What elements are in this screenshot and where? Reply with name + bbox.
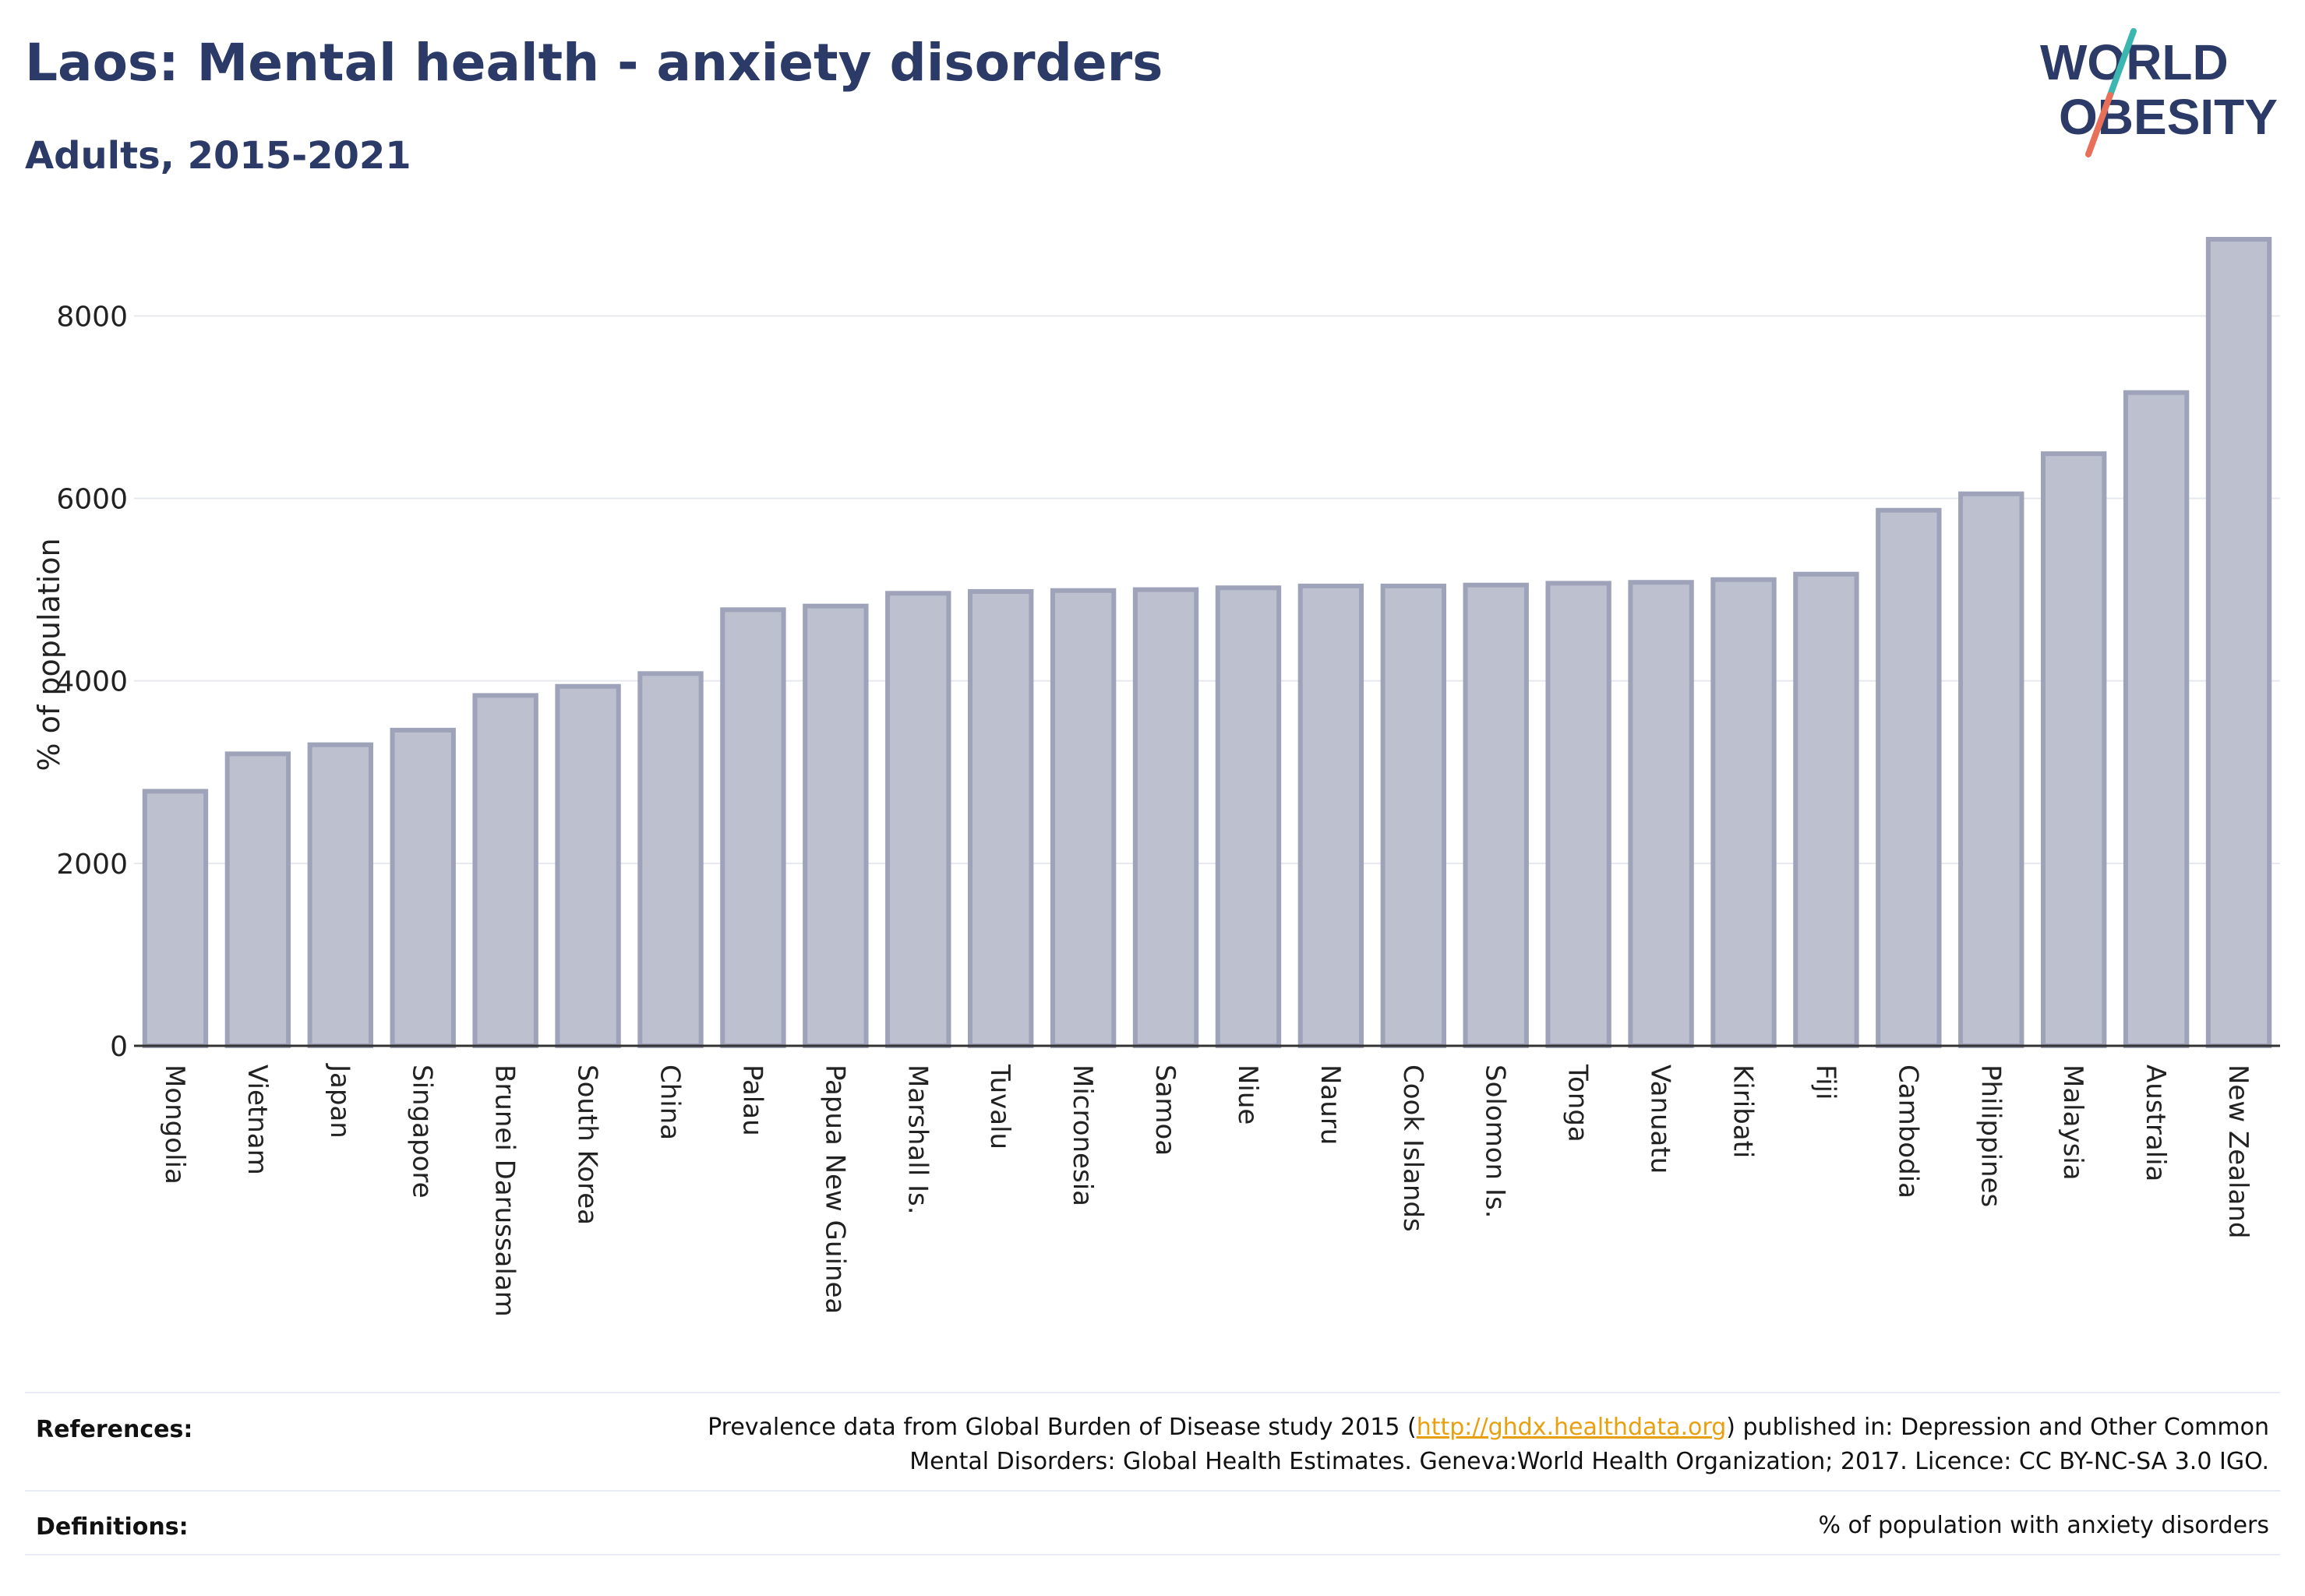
x-tick-label: Cook Islands <box>1397 1065 1428 1232</box>
x-tick-label: Nauru <box>1315 1065 1346 1145</box>
y-tick-label: 0 <box>110 1031 128 1063</box>
bar-vietnam <box>224 751 291 1048</box>
x-tick-label: Vietnam <box>242 1065 273 1175</box>
bar-niue <box>1215 585 1282 1048</box>
bar-brunei-darussalam <box>472 693 538 1048</box>
bar-singapore <box>390 727 456 1048</box>
footer-divider-bottom <box>25 1554 2280 1555</box>
bar-tuvalu <box>968 588 1034 1048</box>
definitions-text: % of population with anxiety disorders <box>1818 1512 2269 1539</box>
x-tick-labels: Mongolia Vietnam Japan Singapore Brunei Daru… <box>159 1063 2254 1317</box>
y-tick-label: 4000 <box>56 666 128 698</box>
bar-china <box>637 671 704 1048</box>
x-tick-label: Malaysia <box>2057 1065 2088 1181</box>
x-tick-label: Philippines <box>1975 1065 2006 1207</box>
chart-title: Laos: Mental health - anxiety disorders <box>25 33 1163 93</box>
x-tick-label: Vanuatu <box>1645 1065 1676 1174</box>
bar-papua-new-guinea <box>803 603 869 1048</box>
bar-cook-islands <box>1380 583 1446 1048</box>
x-tick-label: Australia <box>2140 1065 2171 1181</box>
x-tick-label: Micronesia <box>1067 1065 1098 1206</box>
y-tick-label: 6000 <box>56 484 128 516</box>
x-tick-label: Kiribati <box>1728 1065 1759 1158</box>
references-label: References: <box>36 1416 193 1443</box>
bar-new-zealand <box>2205 237 2272 1049</box>
logo-slash-bottom <box>2085 92 2113 157</box>
footer-divider-top <box>25 1392 2280 1393</box>
bar-australia <box>2123 390 2190 1048</box>
x-tick-label: South Korea <box>572 1065 603 1225</box>
x-tick-label: Palau <box>736 1065 768 1136</box>
x-tick-label: Brunei Darussalam <box>489 1065 521 1317</box>
x-tick-label: Samoa <box>1149 1065 1181 1156</box>
bar-cambodia <box>1876 507 1942 1048</box>
grid-lines <box>134 315 2280 864</box>
x-tick-label: China <box>655 1065 686 1140</box>
bars <box>142 237 2272 1049</box>
x-tick-label: Cambodia <box>1892 1065 1923 1199</box>
references-post: ) published in: Depression and Other Com… <box>1726 1414 2269 1441</box>
bar-mongolia <box>142 789 209 1049</box>
bar-chart: 0 2000 4000 6000 8000 Mongolia Vietnam Japan Si… <box>32 237 2280 1317</box>
bar-malaysia <box>2041 451 2107 1048</box>
references-text: Prevalence data from Global Burden of Di… <box>708 1411 2269 1479</box>
references-pre: Prevalence data from Global Burden of Di… <box>708 1414 1417 1441</box>
y-tick-label: 2000 <box>56 849 128 881</box>
bar-nauru <box>1297 583 1364 1048</box>
x-tick-label: Singapore <box>407 1065 438 1199</box>
bar-palau <box>720 607 786 1048</box>
x-tick-label: Tuvalu <box>984 1064 1015 1149</box>
y-axis-label: % of population <box>32 538 66 771</box>
x-tick-label: Solomon Is. <box>1480 1065 1511 1218</box>
references-line2: Mental Disorders: Global Health Estimate… <box>909 1448 2269 1475</box>
bar-kiribati <box>1710 577 1777 1048</box>
footer-divider-middle <box>25 1490 2280 1492</box>
bar-philippines <box>1958 491 2024 1048</box>
x-tick-label: Niue <box>1232 1065 1263 1125</box>
y-tick-label: 8000 <box>56 301 128 333</box>
bar-samoa <box>1132 587 1199 1048</box>
references-link[interactable]: http://ghdx.healthdata.org <box>1416 1414 1727 1441</box>
logo-slash-top <box>2107 28 2137 98</box>
definitions-label: Definitions: <box>36 1513 189 1541</box>
x-tick-label: New Zealand <box>2222 1065 2254 1238</box>
bar-south-korea <box>555 683 621 1048</box>
x-tick-label: Marshall Is. <box>902 1065 933 1215</box>
bar-japan <box>307 742 373 1048</box>
bar-micronesia <box>1050 588 1117 1048</box>
bar-tonga <box>1545 581 1611 1048</box>
logo-line1: WORLD <box>2040 34 2229 90</box>
x-tick-label: Mongolia <box>159 1065 190 1185</box>
x-tick-label: Tonga <box>1562 1064 1594 1142</box>
x-tick-label: Papua New Guinea <box>819 1065 850 1314</box>
y-tick-labels: 0 2000 4000 6000 8000 <box>56 301 128 1063</box>
bar-vanuatu <box>1628 580 1694 1048</box>
x-tick-label: Japan <box>324 1063 355 1139</box>
bar-fiji <box>1793 571 1859 1048</box>
bar-marshall-is <box>885 591 951 1048</box>
bar-solomon-is <box>1463 582 1529 1048</box>
chart-subtitle: Adults, 2015-2021 <box>25 134 411 178</box>
world-obesity-logo: WORLD OBESITY <box>2040 28 2278 157</box>
x-tick-label: Fiji <box>1809 1065 1841 1100</box>
